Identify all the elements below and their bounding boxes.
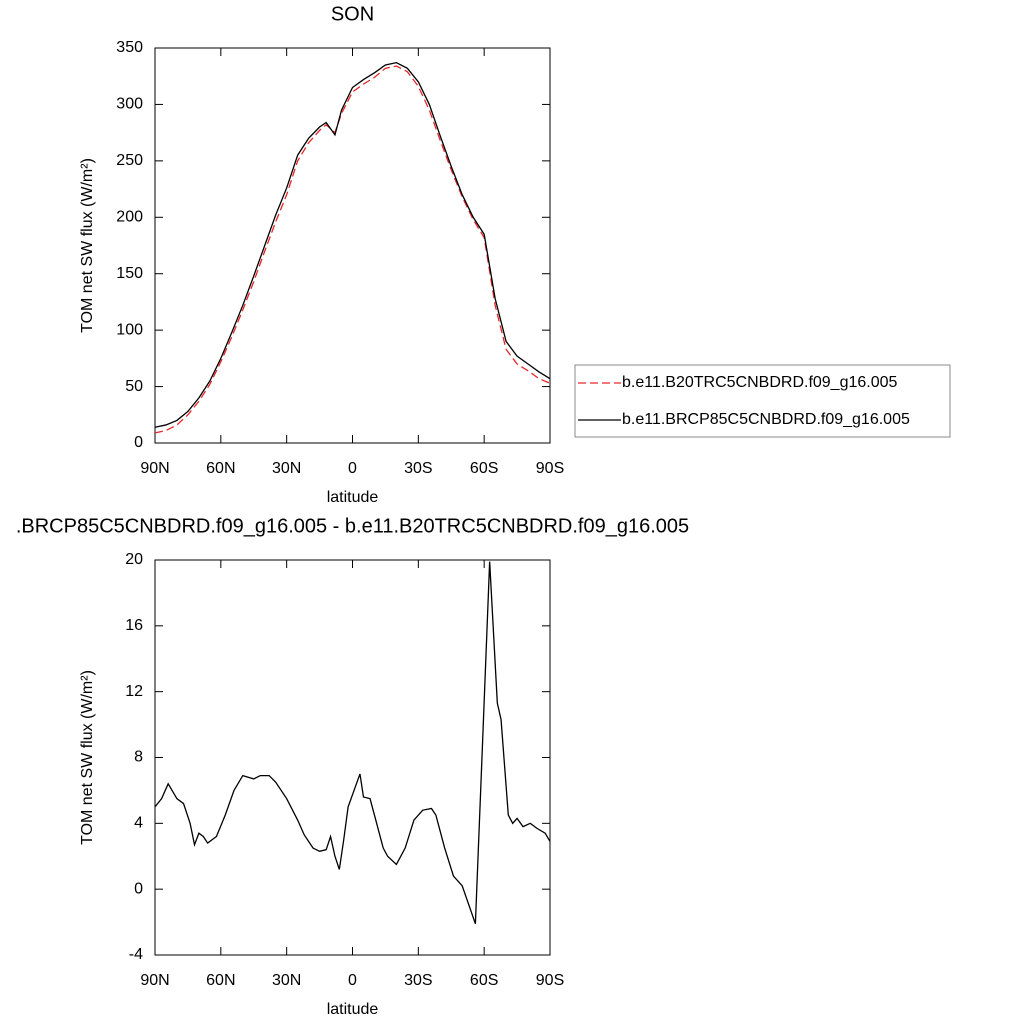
y-tick-label: -4 (129, 946, 143, 963)
x-tick-label: 60S (470, 972, 498, 989)
legend-box (574, 364, 951, 438)
y-tick-label: 50 (125, 378, 143, 395)
legend-label: b.e11.BRCP85C5CNBDRD.f09_g16.005 (622, 411, 910, 428)
y-tick-label: 200 (116, 209, 143, 226)
x-tick-label: 0 (348, 972, 357, 989)
y-axis-label: TOM net SW flux (W/m²) (79, 158, 96, 333)
y-tick-label: 16 (125, 617, 143, 634)
x-axis-label: latitude (327, 1001, 379, 1018)
x-tick-label: 30N (272, 460, 301, 477)
y-tick-label: 0 (134, 880, 143, 897)
data-line (154, 561, 551, 924)
x-tick-label: 90S (536, 460, 564, 477)
x-axis-label: latitude (327, 489, 379, 506)
chart-title: SON (331, 3, 374, 25)
x-tick-label: 90S (536, 972, 564, 989)
y-tick-label: 12 (125, 683, 143, 700)
y-tick-label: 100 (116, 321, 143, 338)
y-tick-label: 8 (134, 749, 143, 766)
y-tick-label: 250 (116, 152, 143, 169)
x-tick-label: 30N (272, 972, 301, 989)
y-tick-label: 4 (134, 815, 143, 832)
x-tick-label: 60S (470, 460, 498, 477)
x-tick-label: 90N (140, 460, 169, 477)
data-line (154, 61, 551, 428)
x-tick-label: 30S (404, 460, 432, 477)
y-tick-label: 20 (125, 551, 143, 568)
y-tick-label: 150 (116, 265, 143, 282)
plot-frame (154, 559, 551, 956)
x-tick-label: 0 (348, 460, 357, 477)
y-axis-label: TOM net SW flux (W/m²) (79, 670, 96, 845)
x-tick-label: 60N (206, 460, 235, 477)
y-tick-label: 300 (116, 96, 143, 113)
plot-frame (154, 47, 551, 444)
x-tick-label: 60N (206, 972, 235, 989)
chart-title: .BRCP85C5CNBDRD.f09_g16.005 - b.e11.B20T… (16, 515, 689, 537)
x-tick-label: 90N (140, 972, 169, 989)
y-tick-label: 350 (116, 39, 143, 56)
y-tick-label: 0 (134, 434, 143, 451)
data-line (154, 65, 551, 434)
x-tick-label: 30S (404, 972, 432, 989)
legend-label: b.e11.B20TRC5CNBDRD.f09_g16.005 (622, 374, 898, 391)
